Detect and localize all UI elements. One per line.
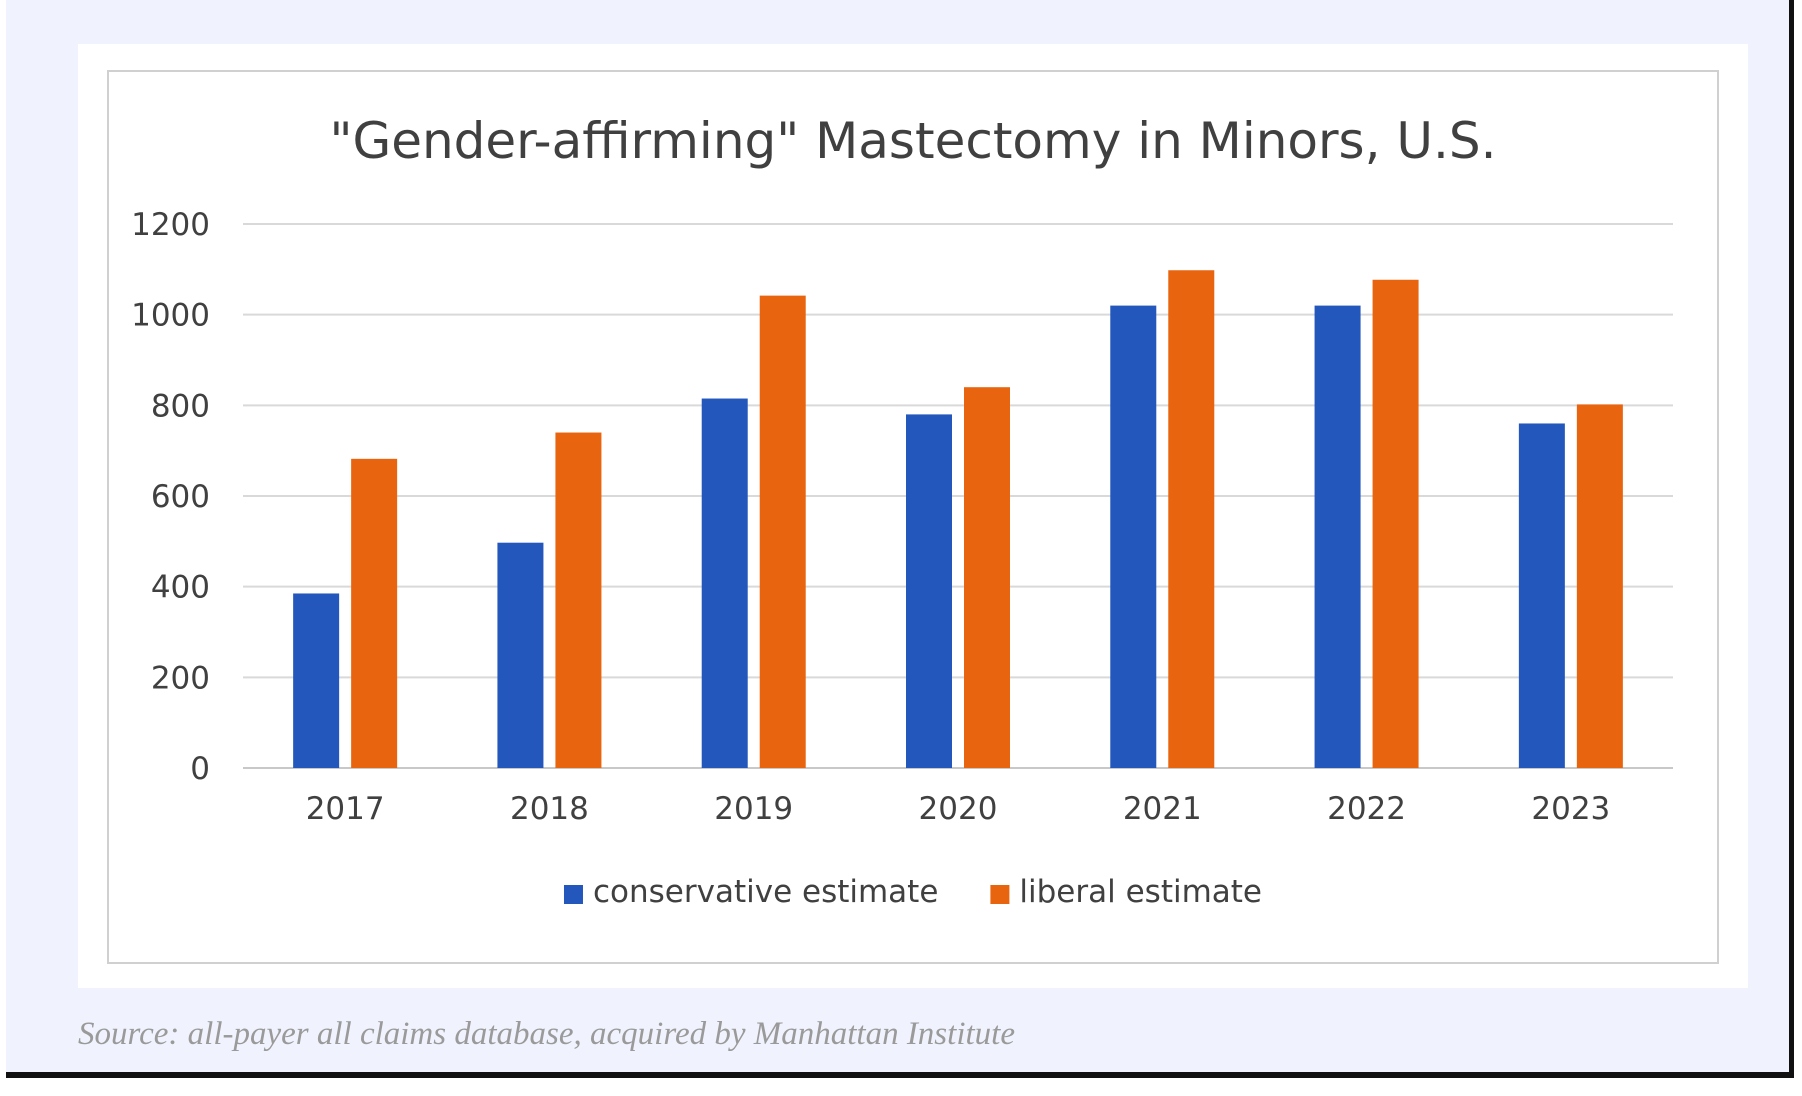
chart-title: "Gender-affirming" Mastectomy in Minors,… [329,112,1496,170]
bar-conservative-2019 [701,398,748,768]
bar-liberal-2022 [1372,279,1419,768]
bar-liberal-2020 [964,387,1010,768]
y-tick-label: 1000 [131,298,210,334]
bar-liberal-2018 [555,432,602,768]
y-tick-label: 400 [151,570,210,606]
bars [293,270,1623,768]
bar-conservative-2022 [1314,305,1361,768]
legend-swatch-conservative [563,885,583,904]
bar-conservative-2021 [1110,305,1157,768]
bar-liberal-2023 [1576,404,1623,768]
bar-liberal-2017 [351,458,398,768]
x-tick-label: 2018 [510,791,589,827]
y-tick-label: 0 [190,751,210,787]
bar-conservative-2020 [906,414,952,768]
y-tick-label: 600 [151,479,210,515]
figure-frame: "Gender-affirming" Mastectomy in Minors,… [6,0,1794,1078]
bar-liberal-2019 [759,295,806,768]
x-tick-label: 2021 [1123,791,1202,827]
chart-card: "Gender-affirming" Mastectomy in Minors,… [78,44,1748,988]
x-tick-label: 2019 [714,791,793,827]
y-tick-label: 200 [151,660,210,696]
legend-label-liberal: liberal estimate [1019,874,1262,910]
source-caption: Source: all-payer all claims database, a… [78,1016,1015,1052]
y-tick-label: 1200 [131,207,210,243]
bar-chart: "Gender-affirming" Mastectomy in Minors,… [107,70,1719,964]
legend-swatch-liberal [990,885,1010,904]
x-tick-label: 2017 [306,791,385,827]
y-axis-ticks: 0 200 400 600 800 1000 1200 [131,207,210,787]
bar-conservative-2018 [497,542,544,768]
gridlines [243,223,1673,769]
x-tick-label: 2022 [1327,791,1406,827]
x-tick-label: 2020 [919,791,998,827]
bar-conservative-2017 [293,593,340,768]
bar-conservative-2023 [1518,423,1565,768]
x-tick-label: 2023 [1531,791,1610,827]
x-axis-ticks: 2017 2018 2019 2020 2021 2022 2023 [306,791,1611,827]
legend-label-conservative: conservative estimate [593,874,938,910]
bar-liberal-2021 [1168,270,1215,768]
y-tick-label: 800 [151,388,210,424]
legend: conservative estimate liberal estimate [563,874,1262,910]
